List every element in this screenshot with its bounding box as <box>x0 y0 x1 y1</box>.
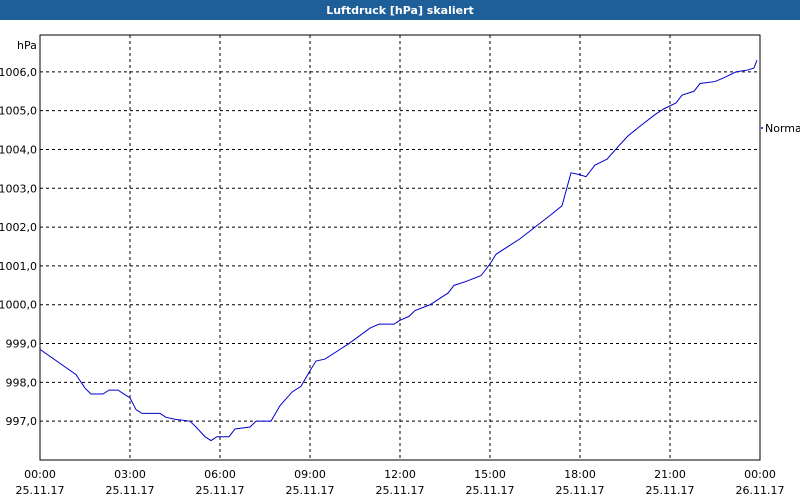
y-axis-label: hPa <box>17 39 37 52</box>
x-tick-label: 18:00 <box>564 468 596 481</box>
y-tick-label: 1006,0 <box>0 66 37 79</box>
x-tick-date: 25.11.17 <box>106 484 155 497</box>
x-tick-date: 25.11.17 <box>286 484 335 497</box>
title-bar <box>0 0 800 20</box>
y-tick-label: 1000,0 <box>0 299 37 312</box>
y-tick-label: 997,0 <box>6 415 38 428</box>
x-tick-label: 12:00 <box>384 468 416 481</box>
x-tick-label: 15:00 <box>474 468 506 481</box>
x-tick-label: 03:00 <box>114 468 146 481</box>
x-tick-label: 00:00 <box>24 468 56 481</box>
x-tick-label: 06:00 <box>204 468 236 481</box>
x-tick-date: 25.11.17 <box>16 484 65 497</box>
x-tick-date: 25.11.17 <box>196 484 245 497</box>
x-tick-label: 00:00 <box>744 468 776 481</box>
x-tick-label: 21:00 <box>654 468 686 481</box>
x-tick-date: 25.11.17 <box>376 484 425 497</box>
y-tick-label: 1003,0 <box>0 182 37 195</box>
legend-marker <box>761 127 763 129</box>
x-tick-label: 09:00 <box>294 468 326 481</box>
x-tick-date: 25.11.17 <box>556 484 605 497</box>
y-tick-label: 1001,0 <box>0 260 37 273</box>
y-tick-label: 998,0 <box>6 376 38 389</box>
y-tick-label: 999,0 <box>6 338 38 351</box>
x-tick-date: 25.11.17 <box>466 484 515 497</box>
y-tick-label: 1004,0 <box>0 143 37 156</box>
x-tick-date: 25.11.17 <box>646 484 695 497</box>
legend-label: Normal <box>765 122 800 135</box>
chart-title: Luftdruck [hPa] skaliert <box>326 4 474 17</box>
x-tick-date: 26.11.17 <box>736 484 785 497</box>
y-tick-label: 1002,0 <box>0 221 37 234</box>
y-tick-label: 1005,0 <box>0 105 37 118</box>
line-series <box>39 60 758 442</box>
